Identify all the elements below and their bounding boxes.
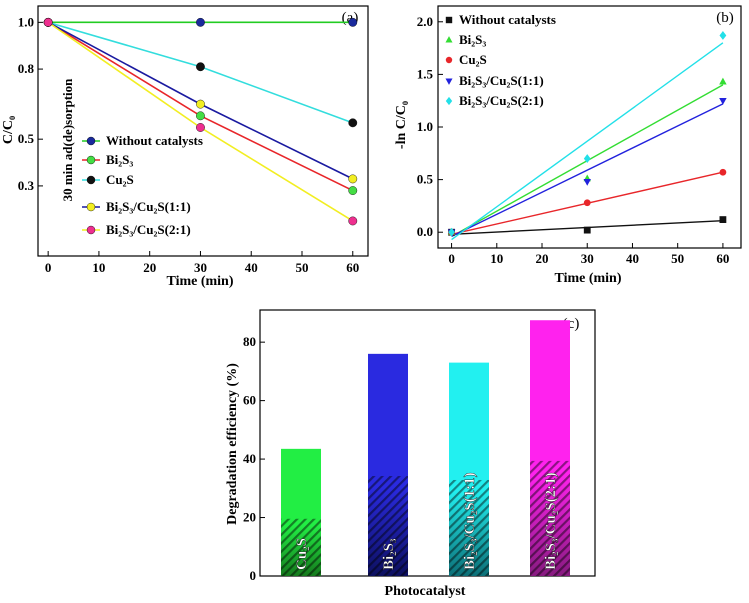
chart-b-ylabel: -ln C/C₀ (394, 101, 409, 149)
chart-c-ylabel: Degradation efficiency (%) (225, 363, 240, 525)
chart-b-fit-line-3 (451, 103, 724, 238)
chart-a-legend-label: Cu₂S (106, 172, 134, 187)
chart-b-xtick-label: 10 (490, 251, 503, 266)
chart-a-legend-swatch-marker (86, 136, 96, 146)
chart-c-bar-label: Bi₂S₃/Cu₂S(2:1) (543, 472, 559, 570)
chart-c-ytick-label: 60 (243, 393, 256, 408)
chart-b-xtick-label: 50 (671, 251, 684, 266)
chart-c-ytick-label: 40 (243, 451, 256, 466)
chart-b-xtick-label: 30 (581, 251, 594, 266)
chart-a-point-1-2 (348, 186, 358, 195)
chart-b-xtick-label: 40 (626, 251, 639, 266)
chart-a-ytick-label: 1.0 (18, 14, 34, 29)
chart-c-ytick-label: 20 (243, 510, 256, 525)
chart-a-point-3-2 (348, 174, 358, 184)
chart-b-legend-label: Bi₂S₃/Cu₂S(1:1) (459, 73, 544, 88)
chart-a-xtick-label: 40 (245, 260, 258, 275)
chart-a-xtick-label: 20 (143, 260, 156, 275)
chart-b: (b) Time (min) -ln C/C₀ 0 10 20 30 40 50 60 0.0… (394, 5, 742, 286)
chart-b-xtick-label: 60 (716, 251, 729, 266)
chart-a-xtick-label: 0 (45, 260, 52, 275)
chart-b-legend-label: Bi₂S₃ (459, 32, 486, 47)
chart-c-xlabel: Photocatalyst (385, 584, 466, 599)
chart-b-legend-marker (445, 16, 453, 24)
chart-a-point-3-1 (196, 99, 205, 109)
chart-a-point-4-2 (348, 216, 358, 226)
chart-a-ytick-label: 0.5 (18, 131, 35, 146)
chart-a-legend-label: Bi₂S₃/Cu₂S(1:1) (106, 199, 191, 214)
chart-a-legend-swatch-marker (86, 225, 96, 235)
chart-b-legend-label: Bi₂S₃/Cu₂S(2:1) (459, 93, 544, 108)
chart-c-bar-hatch-1 (368, 476, 408, 576)
chart-c-bar-label: Bi₂S₃ (381, 538, 397, 570)
chart-a-point-4-0 (43, 17, 53, 27)
chart-c-bar-hatch-0 (281, 518, 321, 576)
chart-a-series-line-4 (47, 21, 354, 222)
chart-b-xtick-label: 0 (448, 251, 455, 266)
chart-a-legend-label: Bi₂S₃ (106, 152, 133, 167)
chart-c-bar-label: Cu₂S (294, 538, 310, 570)
chart-b-legend-marker (445, 56, 453, 64)
chart-b-xtick-label: 20 (536, 251, 549, 266)
chart-b-ytick-label: 2.0 (417, 14, 433, 29)
chart-a-xlabel: Time (min) (166, 274, 233, 289)
chart-a-point-2-1 (196, 62, 205, 72)
chart-b-point-4-2 (719, 31, 727, 40)
chart-b-legend-marker (445, 78, 453, 85)
chart-b-panel-label: (b) (716, 10, 734, 26)
chart-b-ytick-label: 0.0 (417, 224, 433, 239)
chart-a-ytick-label: 0.8 (18, 61, 35, 76)
chart-a-xtick-label: 30 (194, 260, 207, 275)
chart-b-point-3-2 (719, 97, 727, 105)
chart-b-point-1-2 (719, 77, 727, 85)
chart-a-point-4-1 (196, 123, 205, 132)
chart-a-point-0-2 (348, 17, 358, 27)
chart-b-legend-marker (445, 96, 453, 106)
chart-c-ytick-label: 80 (243, 334, 256, 349)
chart-a-legend-swatch-marker (86, 155, 96, 165)
chart-b-legend-marker (445, 36, 453, 43)
chart-c-ytick-label: 0 (250, 568, 257, 583)
chart-b-point-4-1 (583, 154, 591, 163)
chart-a-y-annotation: 30 min ad(de)sorption (60, 78, 75, 202)
chart-b-point-4-0 (448, 227, 455, 237)
chart-b-point-0-1 (583, 226, 591, 234)
chart-b-ytick-label: 1.0 (417, 119, 433, 134)
chart-b-xlabel: Time (min) (554, 271, 621, 286)
chart-b-point-3-1 (583, 178, 591, 186)
chart-c: (c) Photocatalyst Degradation efficiency… (225, 309, 596, 599)
chart-a-xtick-label: 10 (92, 260, 105, 275)
chart-a-legend-swatch-marker (86, 202, 96, 212)
chart-a-legend-label: Bi₂S₃/Cu₂S(2:1) (106, 222, 191, 237)
chart-b-point-0-2 (719, 216, 727, 223)
chart-b-fit-line-4 (451, 42, 724, 241)
chart-b-ytick-label: 0.5 (417, 172, 434, 187)
chart-a-ytick-label: 0.3 (18, 178, 35, 193)
chart-a-point-1-1 (196, 111, 205, 121)
chart-a-point-2-2 (348, 118, 358, 128)
chart-a-frame (37, 5, 369, 257)
chart-a-legend-swatch-marker (86, 175, 96, 185)
chart-c-frame (259, 309, 596, 577)
chart-a-xtick-label: 60 (346, 260, 359, 275)
chart-c-bar-hatch-3 (530, 460, 570, 576)
chart-b-point-2-1 (583, 199, 591, 207)
chart-a-xtick-label: 50 (296, 260, 309, 275)
chart-b-legend-label: Without catalysts (459, 12, 556, 27)
chart-a: (a) Time (min) C/C₀ 30 min ad(de)sorptio… (1, 5, 369, 289)
chart-a-legend-label: Without catalysts (106, 133, 203, 148)
chart-c-bar-label: Bi₂S₃/Cu₂S(1:1) (462, 472, 478, 570)
chart-c-bar-hatch-2 (449, 479, 489, 576)
chart-a-ylabel: C/C₀ (1, 116, 16, 144)
chart-b-legend-label: Cu₂S (459, 52, 487, 67)
chart-a-point-0-1 (196, 17, 205, 27)
chart-b-ytick-label: 1.5 (417, 66, 434, 81)
chart-b-point-2-2 (719, 168, 727, 176)
